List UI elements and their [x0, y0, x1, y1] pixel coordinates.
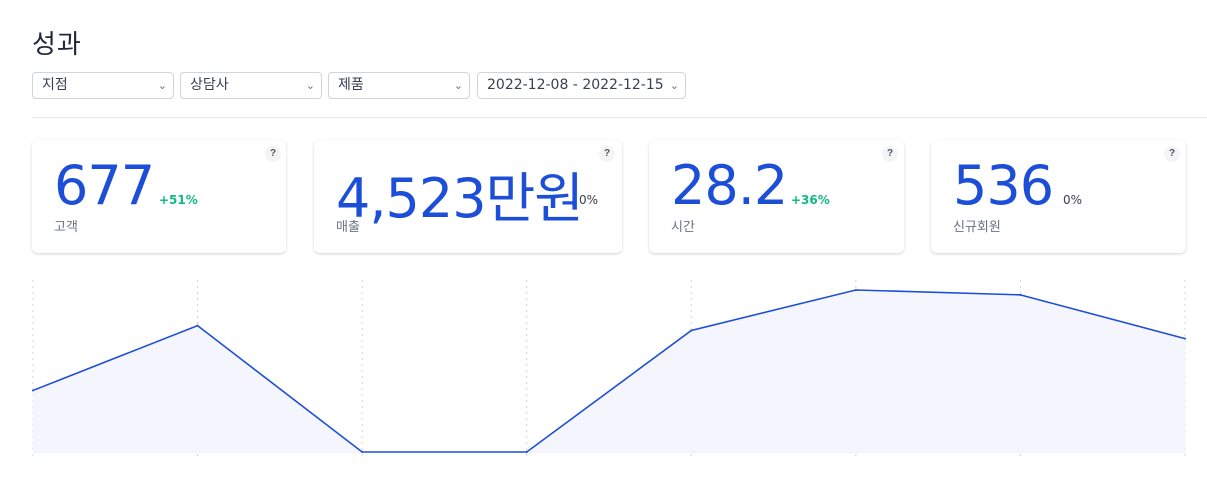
data-point [690, 329, 693, 332]
help-icon[interactable]: ? [882, 146, 898, 162]
help-icon[interactable]: ? [1164, 146, 1180, 162]
stat-value: 677 [54, 154, 155, 217]
data-point [1019, 293, 1022, 296]
stat-change: +36% [791, 193, 830, 207]
stat-card-new-members: ? 536 0% 신규회원 [931, 140, 1186, 253]
data-point [196, 324, 199, 327]
stat-value: 4,523만원 [336, 167, 584, 230]
chevron-down-icon: ⌄ [305, 79, 315, 92]
stat-label: 매출 [336, 220, 360, 235]
help-icon[interactable]: ? [599, 146, 615, 162]
performance-area-chart [32, 280, 1186, 456]
date-range-picker[interactable]: 2022-12-08 - 2022-12-15 ⌄ [477, 72, 686, 99]
stat-label: 고객 [54, 220, 78, 235]
chevron-down-icon: ⌄ [157, 79, 167, 92]
stat-card-revenue: ? 4,523만원 0% 매출 [314, 140, 622, 253]
stat-change: 0% [1063, 193, 1083, 207]
chevron-down-icon: ⌄ [453, 79, 463, 92]
page-title: 성과 [32, 30, 82, 60]
chevron-down-icon: ⌄ [669, 79, 679, 92]
stat-label: 시간 [671, 220, 695, 235]
data-point [1184, 337, 1186, 340]
branch-filter-select[interactable]: 지점 ⌄ [32, 72, 174, 99]
chart-area-fill [33, 290, 1185, 452]
branch-filter-label: 지점 [42, 77, 68, 93]
data-point [32, 389, 34, 392]
counselor-filter-select[interactable]: 상담사 ⌄ [180, 72, 322, 99]
stat-card-time: ? 28.2 +36% 시간 [649, 140, 904, 253]
help-icon[interactable]: ? [265, 146, 281, 162]
stat-card-customers: ? 677 +51% 고객 [32, 140, 286, 253]
divider [32, 117, 1207, 118]
data-point [361, 451, 364, 453]
product-filter-label: 제품 [338, 77, 364, 93]
stat-label: 신규회원 [953, 220, 1001, 235]
data-point [525, 451, 528, 453]
stat-value: 28.2 [671, 154, 788, 217]
product-filter-select[interactable]: 제품 ⌄ [328, 72, 470, 99]
stat-change: +51% [159, 193, 198, 207]
stat-change: 0% [579, 193, 599, 207]
counselor-filter-label: 상담사 [190, 77, 229, 93]
stat-value: 536 [953, 154, 1054, 217]
date-range-label: 2022-12-08 - 2022-12-15 [487, 77, 664, 93]
data-point [854, 289, 857, 291]
series-line [32, 289, 1186, 453]
